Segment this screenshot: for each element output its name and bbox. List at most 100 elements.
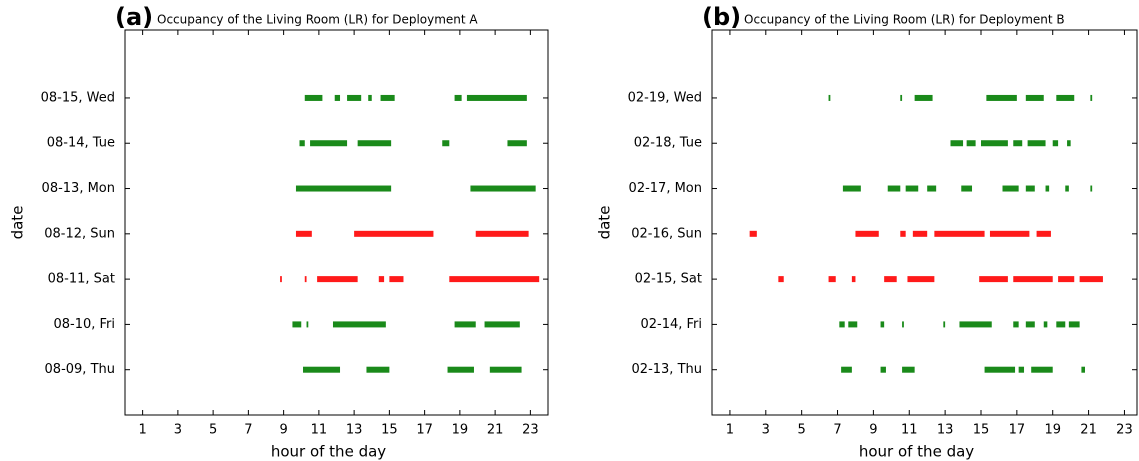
occupancy-bar: [380, 94, 395, 101]
x-tick-label: 15: [973, 423, 990, 438]
y-tick-label: 02-16, Sun: [631, 226, 702, 241]
x-tick-label: 11: [901, 423, 918, 438]
occupancy-bar: [986, 94, 1017, 101]
occupancy-bar: [914, 94, 933, 101]
x-tick-label: 23: [1116, 423, 1133, 438]
occupancy-bar: [489, 366, 522, 373]
occupancy-bar: [454, 321, 476, 328]
occupancy-bar: [1013, 321, 1019, 328]
occupancy-bar: [1090, 185, 1093, 192]
occupancy-bar: [447, 366, 474, 373]
x-axis-label: hour of the day: [859, 443, 974, 461]
x-tick-label: 15: [381, 423, 398, 438]
occupancy-bar: [989, 230, 1030, 237]
panel-label: (b): [702, 3, 741, 31]
occupancy-bar: [334, 94, 341, 101]
x-tick-label: 3: [174, 423, 182, 438]
occupancy-bar: [280, 276, 282, 283]
x-axis-label: hour of the day: [271, 443, 386, 461]
occupancy-bar: [1081, 366, 1085, 373]
occupancy-bar: [466, 94, 527, 101]
x-tick-label: 3: [762, 423, 770, 438]
occupancy-bar: [1090, 94, 1093, 101]
occupancy-bar: [357, 140, 392, 147]
y-axis-label: date: [596, 206, 614, 240]
occupancy-bar: [299, 140, 305, 147]
occupancy-bar: [880, 321, 885, 328]
occupancy-bar: [368, 94, 372, 101]
occupancy-bar: [1056, 94, 1075, 101]
occupancy-bar: [934, 230, 985, 237]
occupancy-bar: [979, 276, 1008, 283]
occupancy-bar: [841, 366, 852, 373]
occupancy-bar: [778, 276, 784, 283]
occupancy-bar: [507, 140, 527, 147]
x-tick-label: 1: [726, 423, 734, 438]
occupancy-bar: [855, 230, 879, 237]
occupancy-bar: [902, 321, 904, 328]
occupancy-bar: [839, 321, 845, 328]
occupancy-bar: [966, 140, 976, 147]
occupancy-bar: [1079, 276, 1103, 283]
y-tick-label: 08-12, Sun: [44, 226, 115, 241]
x-tick-label: 11: [311, 423, 328, 438]
occupancy-bar: [475, 230, 529, 237]
occupancy-bar: [980, 140, 1008, 147]
occupancy-bar: [1045, 185, 1050, 192]
occupancy-bar: [1052, 140, 1059, 147]
occupancy-bar: [961, 185, 973, 192]
chart-title: Occupancy of the Living Room (LR) for De…: [157, 13, 478, 27]
occupancy-bar: [1036, 230, 1051, 237]
occupancy-bar: [1056, 321, 1066, 328]
occupancy-bar: [449, 276, 540, 283]
occupancy-bar: [848, 321, 858, 328]
occupancy-bar: [912, 230, 928, 237]
occupancy-bar: [950, 140, 964, 147]
occupancy-bar: [442, 140, 450, 147]
occupancy-bar: [306, 321, 309, 328]
axes-frame: [124, 29, 549, 416]
occupancy-bar: [1027, 140, 1046, 147]
occupancy-bar: [1058, 276, 1075, 283]
occupancy-bar: [295, 230, 312, 237]
x-tick-label: 19: [452, 423, 469, 438]
occupancy-bar: [454, 94, 462, 101]
occupancy-bar: [927, 185, 937, 192]
x-tick-label: 17: [416, 423, 433, 438]
y-tick-label: 08-11, Sat: [48, 272, 115, 287]
occupancy-bar: [1018, 366, 1025, 373]
occupancy-bar: [303, 366, 341, 373]
occupancy-bar: [389, 276, 404, 283]
occupancy-bar: [295, 185, 392, 192]
x-tick-label: 23: [522, 423, 539, 438]
occupancy-bar: [828, 94, 831, 101]
occupancy-bar: [1013, 140, 1023, 147]
occupancy-bar: [470, 185, 536, 192]
x-tick-label: 5: [798, 423, 806, 438]
y-tick-label: 02-18, Tue: [634, 136, 702, 151]
occupancy-bar: [310, 140, 348, 147]
occupancy-bar: [900, 94, 903, 101]
y-tick-label: 08-14, Tue: [47, 136, 115, 151]
occupancy-bar: [347, 94, 362, 101]
occupancy-bar: [1025, 185, 1035, 192]
axes-frame: [711, 29, 1138, 416]
occupancy-bar: [887, 185, 901, 192]
occupancy-bar: [884, 276, 897, 283]
x-tick-label: 7: [244, 423, 252, 438]
x-tick-label: 9: [869, 423, 877, 438]
chart-title: Occupancy of the Living Room (LR) for De…: [744, 13, 1065, 27]
y-tick-label: 02-13, Thu: [632, 362, 702, 377]
x-tick-label: 13: [937, 423, 954, 438]
occupancy-bar: [1031, 366, 1053, 373]
x-tick-label: 21: [487, 423, 504, 438]
occupancy-bar: [317, 276, 358, 283]
occupancy-bar: [1013, 276, 1053, 283]
occupancy-bar: [943, 321, 946, 328]
occupancy-bar: [366, 366, 390, 373]
y-tick-label: 02-14, Fri: [640, 317, 702, 332]
occupancy-bar: [851, 276, 856, 283]
x-tick-label: 13: [346, 423, 363, 438]
occupancy-bar: [332, 321, 386, 328]
y-tick-label: 08-09, Thu: [45, 362, 115, 377]
